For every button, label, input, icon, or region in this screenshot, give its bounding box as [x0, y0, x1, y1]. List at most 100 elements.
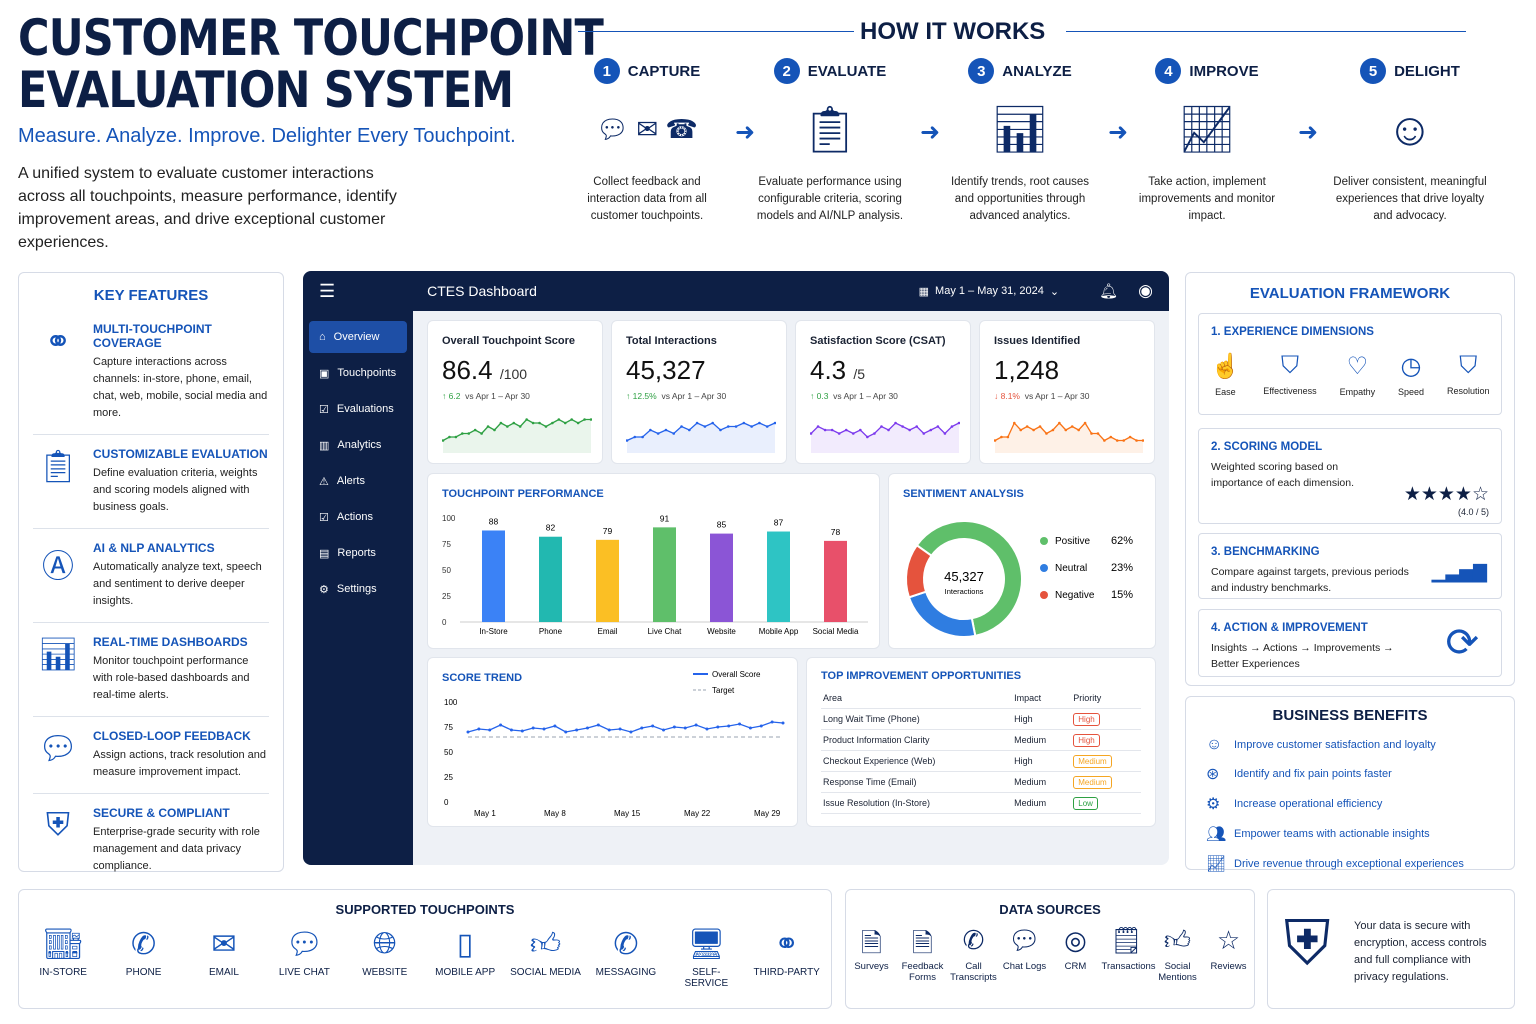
legend-value: 15%: [1111, 589, 1133, 601]
x-tick-label: Email: [597, 627, 617, 636]
step-capture: 1 CAPTURE 💬︎ ✉ ☎ Collect feedback and inter…: [567, 58, 727, 225]
date-range-picker[interactable]: ▦ May 1 – May 31, 2024 ⌄: [919, 285, 1059, 298]
kpi-number: 1,248: [994, 355, 1060, 385]
sparkline-point: [1096, 432, 1100, 435]
sparkline: [442, 418, 592, 453]
kpi-number: 45,327: [626, 355, 706, 385]
data-source-0: 🗎 Surveys: [847, 925, 897, 983]
data-sources-panel: DATA SOURCES 🗎 Surveys 🗎 Feedback Forms ✆ Cal…: [845, 889, 1255, 1009]
sparkline-point: [719, 428, 722, 432]
bar-value-label: 91: [660, 513, 670, 523]
chat-icon: 💬︎: [37, 730, 79, 766]
data-point: [770, 720, 774, 724]
nav-overview[interactable]: ⌂ Overview: [309, 321, 407, 353]
bar: [710, 533, 733, 622]
shield-lock-icon: ⛨: [45, 806, 70, 842]
table-row[interactable]: Issue Resolution (In-Store) Medium Low: [821, 792, 1141, 814]
dimension-label: Empathy: [1339, 387, 1376, 397]
kpi-delta-row: ↑ 12.5% vs Apr 1 – Apr 30: [626, 391, 726, 401]
sparkline-point: [551, 421, 554, 425]
security-text: Your data is secure with encryption, acc…: [1354, 920, 1487, 983]
kpi-title: Issues Identified: [994, 335, 1081, 347]
touchpoint-label: THIRD-PARTY: [753, 967, 820, 978]
step-label: CAPTURE: [627, 62, 701, 80]
bell-icon[interactable]: 🔔︎: [1099, 283, 1119, 300]
feature-text: Assign actions, track resolution and mea…: [93, 749, 267, 778]
data-point: [748, 726, 752, 730]
nav-alerts[interactable]: ⚠ Alerts: [309, 465, 407, 497]
kpi-delta-row: ↓ 8.1% vs Apr 1 – Apr 30: [994, 391, 1089, 401]
legend-swatch: [1040, 591, 1048, 599]
sparkline-point: [1032, 428, 1035, 432]
step-text: Take action, implement improvements and …: [1138, 176, 1276, 222]
sparkline-point: [823, 428, 827, 432]
y-tick-label: 25: [444, 773, 453, 782]
business-benefits-panel: BUSINESS BENEFITS ☺ Improve customer sati…: [1185, 696, 1515, 873]
data-point: [520, 729, 524, 733]
feature-title: AI & NLP ANALYTICS: [93, 541, 215, 555]
data-point: [705, 727, 709, 731]
sparkline-point: [957, 421, 960, 425]
sparkline-point: [1051, 428, 1055, 432]
touchpoint-icon: ▯: [456, 928, 474, 961]
priority-badge: Medium: [1073, 755, 1112, 768]
bar: [482, 530, 505, 622]
y-tick-label: 75: [442, 540, 451, 549]
touchpoint-label: LIVE CHAT: [278, 967, 330, 978]
step-number: 3: [968, 58, 995, 84]
sparkline-point: [936, 425, 940, 428]
nav-analytics[interactable]: ▥ Analytics: [309, 429, 407, 461]
data-source-3: 💬︎ Chat Logs: [1000, 925, 1050, 983]
divider: [578, 31, 854, 32]
dimension-icon: ⛉: [1459, 352, 1478, 379]
sparkline-point: [506, 425, 509, 428]
data-point: [781, 721, 785, 725]
table-row[interactable]: Long Wait Time (Phone) High High: [821, 708, 1141, 730]
bar-chart: 0 25 50 75 100 88 In-Store 82 Phone 79 Email 91 Live…: [442, 513, 868, 636]
data-point: [488, 728, 492, 732]
sparkline-point: [711, 421, 714, 425]
table-row[interactable]: Product Information Clarity Medium High: [821, 729, 1141, 751]
benefit-text: Identify and fix pain points faster: [1234, 768, 1392, 780]
sparkline-point: [525, 418, 528, 421]
card-title: SCORE TREND: [442, 672, 523, 684]
arrow-right-icon: ➜: [735, 119, 756, 146]
sparkline-point: [901, 425, 904, 428]
benefit-icon: ☺: [1206, 736, 1223, 753]
nav-icon: ▣: [319, 367, 330, 380]
sparkline-point: [1019, 428, 1023, 432]
table-row[interactable]: Checkout Experience (Web) High Medium: [821, 750, 1141, 772]
data-source-label: Transactions: [1101, 961, 1156, 972]
box-text: Insights → Actions → Improvements → Bett…: [1211, 642, 1394, 670]
sparkline-point: [461, 432, 464, 435]
touchpoint-icon: 👍︎: [529, 928, 562, 961]
x-tick-label: May 15: [614, 809, 641, 818]
user-icon[interactable]: ◉: [1138, 281, 1153, 300]
x-tick-label: May 1: [474, 809, 496, 818]
kpi-title: Overall Touchpoint Score: [442, 335, 576, 347]
data-source-label: Chat Logs: [1002, 961, 1047, 972]
table-row[interactable]: Response Time (Email) Medium Medium: [821, 771, 1141, 793]
nav-reports[interactable]: ▤ Reports: [309, 537, 407, 569]
data-point: [683, 726, 687, 730]
donut-chart: Positive 62% Neutral 23% Negative 15% 45,327 In…: [905, 520, 1133, 638]
bar-chart-icon: ▁▃▅▇: [1431, 562, 1487, 582]
box-text: Weighted scoring based on importance of …: [1211, 461, 1354, 489]
sparkline-point: [583, 418, 586, 421]
data-source-icon: 👍︎: [1163, 925, 1192, 955]
legend-label: Neutral: [1055, 563, 1087, 574]
nav-actions[interactable]: ☑ Actions: [309, 501, 407, 533]
nav-evaluations[interactable]: ☑ Evaluations: [309, 393, 407, 425]
legend-label: Overall Score: [712, 670, 761, 679]
donut-center-label: Interactions: [945, 587, 984, 596]
sparkline-point: [765, 425, 769, 428]
data-point: [499, 723, 503, 727]
nav-settings[interactable]: ⚙ Settings: [309, 573, 407, 605]
kpi-value: 1,248: [994, 355, 1059, 386]
nav-touchpoints[interactable]: ▣ Touchpoints: [309, 357, 407, 389]
sparkline-point: [473, 428, 477, 432]
step-number: 1: [593, 58, 620, 84]
menu-icon[interactable]: ☰: [319, 280, 336, 301]
step-number: 4: [1155, 58, 1182, 84]
sparkline-point: [726, 425, 730, 428]
